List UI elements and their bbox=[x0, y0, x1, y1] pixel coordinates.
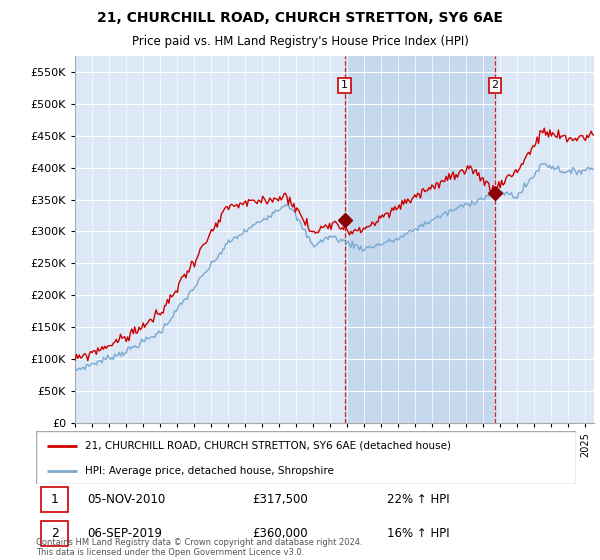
Text: 21, CHURCHILL ROAD, CHURCH STRETTON, SY6 6AE: 21, CHURCHILL ROAD, CHURCH STRETTON, SY6… bbox=[97, 11, 503, 25]
Text: Contains HM Land Registry data © Crown copyright and database right 2024.
This d: Contains HM Land Registry data © Crown c… bbox=[36, 538, 362, 557]
FancyBboxPatch shape bbox=[36, 431, 576, 484]
Text: 06-SEP-2019: 06-SEP-2019 bbox=[88, 527, 162, 540]
FancyBboxPatch shape bbox=[41, 487, 68, 512]
Text: £317,500: £317,500 bbox=[252, 493, 308, 506]
Text: HPI: Average price, detached house, Shropshire: HPI: Average price, detached house, Shro… bbox=[85, 466, 334, 476]
Text: 1: 1 bbox=[341, 80, 348, 90]
Text: 1: 1 bbox=[51, 493, 59, 506]
Text: 22% ↑ HPI: 22% ↑ HPI bbox=[387, 493, 449, 506]
Text: 21, CHURCHILL ROAD, CHURCH STRETTON, SY6 6AE (detached house): 21, CHURCHILL ROAD, CHURCH STRETTON, SY6… bbox=[85, 441, 451, 451]
Text: Price paid vs. HM Land Registry's House Price Index (HPI): Price paid vs. HM Land Registry's House … bbox=[131, 35, 469, 48]
Text: 2: 2 bbox=[491, 80, 499, 90]
FancyBboxPatch shape bbox=[41, 521, 68, 546]
Text: 2: 2 bbox=[51, 527, 59, 540]
Text: 16% ↑ HPI: 16% ↑ HPI bbox=[387, 527, 449, 540]
Bar bbox=[344, 56, 495, 423]
Text: 05-NOV-2010: 05-NOV-2010 bbox=[88, 493, 166, 506]
Text: £360,000: £360,000 bbox=[252, 527, 308, 540]
